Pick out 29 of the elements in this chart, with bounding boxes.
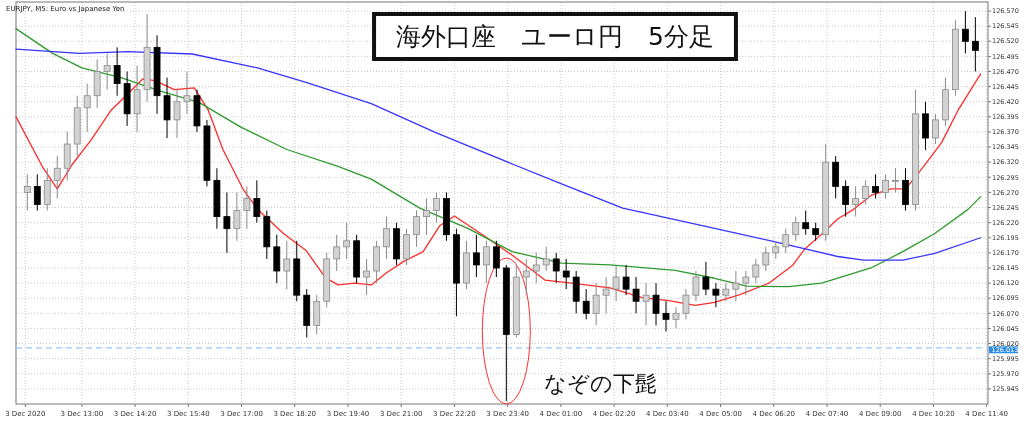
candlestick — [842, 179, 850, 218]
candlestick — [812, 222, 820, 242]
text: 海外口座 ユーロ円 5分足 — [396, 22, 714, 51]
candlestick — [662, 300, 670, 332]
candlestick — [433, 191, 440, 224]
candlestick — [862, 179, 869, 206]
candlestick — [802, 210, 810, 236]
annotation: なぞの下髭 — [544, 370, 658, 396]
candlestick — [33, 173, 41, 212]
candlestick — [971, 16, 979, 73]
candlestick — [632, 276, 640, 314]
line-series — [15, 48, 982, 261]
candlestick — [492, 240, 500, 278]
candlestick — [712, 282, 720, 308]
candlestick — [622, 264, 630, 296]
candlestick — [113, 46, 121, 97]
candlestick — [223, 191, 231, 254]
line-series — [15, 73, 982, 307]
candlestick — [253, 179, 261, 224]
candlestick — [961, 10, 969, 54]
candlestick — [562, 258, 570, 290]
candlestick — [742, 270, 750, 296]
candlestick — [552, 252, 560, 284]
candlestick — [472, 234, 480, 278]
candlestick — [283, 240, 291, 290]
candlestick — [652, 282, 660, 326]
candlestick — [582, 288, 590, 320]
candlestick — [872, 173, 879, 199]
candlestick — [702, 261, 710, 296]
